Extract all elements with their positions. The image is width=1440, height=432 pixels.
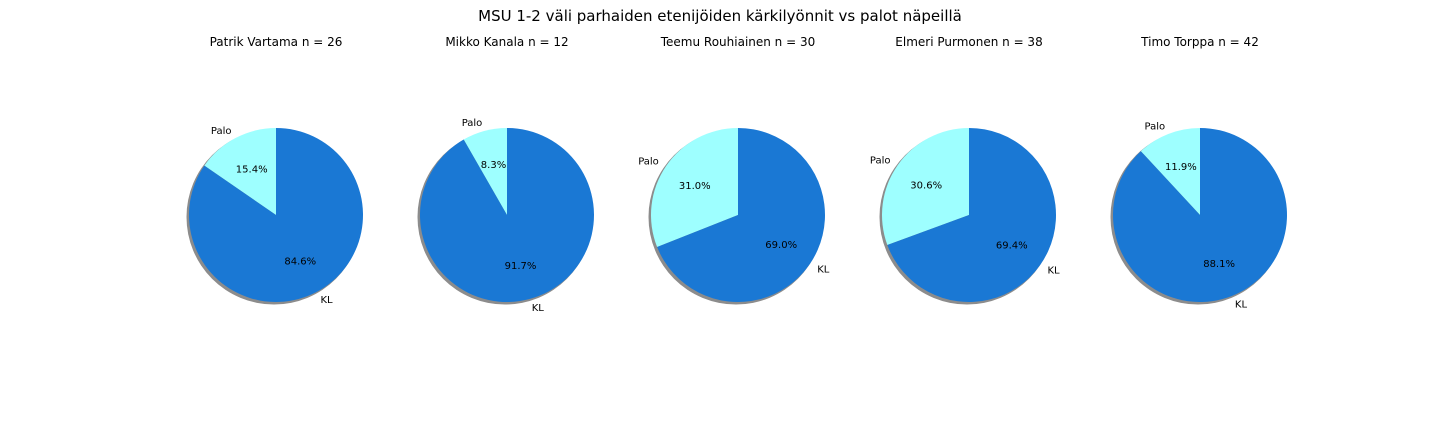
- pie-slice-label: Palo: [462, 118, 483, 129]
- pie-title: Teemu Rouhiainen n = 30: [660, 35, 816, 49]
- pie-percent-label: 84.6%: [284, 257, 316, 268]
- pie-percent-label: 11.9%: [1165, 162, 1197, 173]
- pie-slice-palo: [1140, 128, 1200, 215]
- pie-percent-label: 69.4%: [996, 240, 1028, 251]
- pie-slice-label: KL: [321, 295, 334, 306]
- pie-slice-label: Palo: [1144, 121, 1165, 132]
- pie-slice-label: Palo: [870, 156, 891, 167]
- figure-title: MSU 1-2 väli parhaiden etenijöiden kärki…: [478, 7, 962, 25]
- pie-panel: Timo Torppa n = 42 11.9% Palo 88.1% KL: [1110, 35, 1287, 311]
- pie-percent-label: 8.3%: [481, 160, 506, 171]
- pie-slice-label: Palo: [638, 157, 659, 168]
- pie-slice-palo: [204, 128, 276, 215]
- pie-title: Elmeri Purmonen n = 38: [895, 35, 1042, 49]
- pie-slice-palo: [650, 128, 738, 248]
- pie-panel: Elmeri Purmonen n = 38 30.6% Palo 69.4% KL: [870, 35, 1060, 305]
- pie-slice-kl: [887, 128, 1057, 302]
- pie-slice-kl: [1112, 128, 1287, 302]
- pie-title: Mikko Kanala n = 12: [445, 35, 568, 49]
- pie-slice-kl: [419, 128, 594, 302]
- pie-slice-palo: [463, 128, 507, 215]
- pie-slice-palo: [882, 128, 969, 245]
- pie-panel: Mikko Kanala n = 12 8.3% Palo 91.7% KL: [417, 35, 594, 314]
- pie-panel: Teemu Rouhiainen n = 30 31.0% Palo 69.0% KL: [638, 35, 830, 305]
- pie-percent-label: 31.0%: [679, 181, 711, 192]
- pie-slice-kl: [188, 128, 363, 302]
- pie-title: Patrik Vartama n = 26: [210, 35, 343, 49]
- pie-percent-label: 15.4%: [236, 164, 268, 175]
- pie-title: Timo Torppa n = 42: [1140, 35, 1259, 49]
- pie-slice-label: Palo: [211, 126, 232, 137]
- pie-panels: Patrik Vartama n = 2615.4%Palo84.6%KLMik…: [186, 35, 1287, 314]
- pie-slice-kl: [657, 128, 825, 302]
- pie-panel: Patrik Vartama n = 26 15.4% Palo 84.6% KL: [186, 35, 363, 306]
- pie-percent-label: 69.0%: [765, 240, 797, 251]
- pie-slice-label: KL: [1048, 265, 1061, 276]
- pie-percent-label: 91.7%: [505, 261, 537, 272]
- pie-slice-label: KL: [817, 264, 830, 275]
- pie-slice-label: KL: [1235, 300, 1248, 311]
- pie-slice-label: KL: [532, 303, 545, 314]
- pie-percent-label: 30.6%: [910, 181, 942, 192]
- pie-percent-label: 88.1%: [1203, 259, 1235, 270]
